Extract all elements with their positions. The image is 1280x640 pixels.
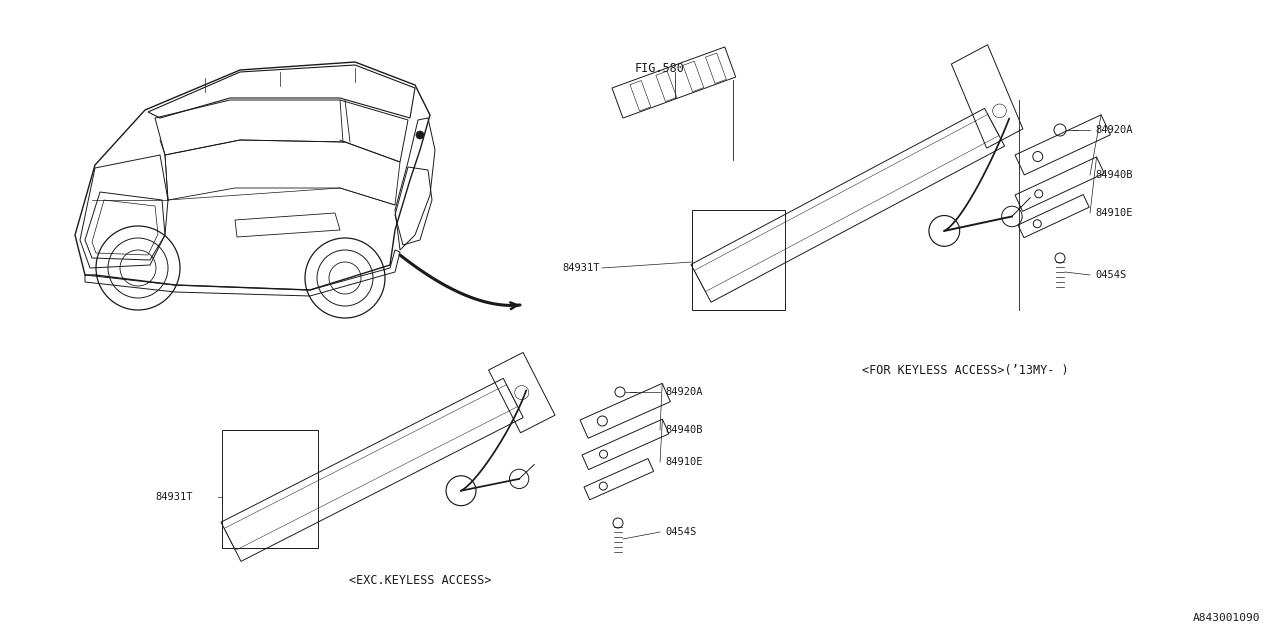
Circle shape <box>416 131 424 139</box>
Text: A843001090: A843001090 <box>1193 613 1260 623</box>
Text: <EXC.KEYLESS ACCESS>: <EXC.KEYLESS ACCESS> <box>348 573 492 586</box>
Text: 84940B: 84940B <box>666 425 703 435</box>
Text: 84910E: 84910E <box>666 457 703 467</box>
Text: 84931T: 84931T <box>562 263 600 273</box>
Text: 0454S: 0454S <box>1094 270 1126 280</box>
Text: 84940B: 84940B <box>1094 170 1133 180</box>
Text: FIG.580: FIG.580 <box>635 61 685 74</box>
Text: 0454S: 0454S <box>666 527 696 537</box>
Text: 84920A: 84920A <box>1094 125 1133 135</box>
Text: 84931T: 84931T <box>155 492 192 502</box>
Text: 84920A: 84920A <box>666 387 703 397</box>
Text: <FOR KEYLESS ACCESS>(’13MY- ): <FOR KEYLESS ACCESS>(’13MY- ) <box>861 364 1069 376</box>
Text: 84910E: 84910E <box>1094 208 1133 218</box>
Bar <box>221 430 317 548</box>
Bar <box>692 210 785 310</box>
